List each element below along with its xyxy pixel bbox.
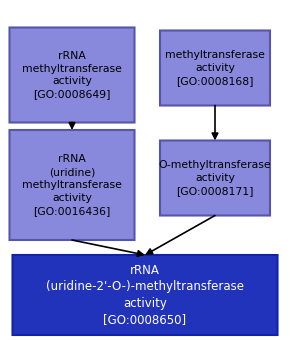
FancyBboxPatch shape: [12, 255, 278, 335]
Text: rRNA
(uridine-2'-O-)-methyltransferase
activity
[GO:0008650]: rRNA (uridine-2'-O-)-methyltransferase a…: [46, 264, 244, 326]
Text: rRNA
(uridine)
methyltransferase
activity
[GO:0016436]: rRNA (uridine) methyltransferase activit…: [22, 154, 122, 216]
FancyBboxPatch shape: [160, 140, 270, 216]
Text: rRNA
methyltransferase
activity
[GO:0008649]: rRNA methyltransferase activity [GO:0008…: [22, 51, 122, 99]
FancyBboxPatch shape: [160, 31, 270, 105]
Text: O-methyltransferase
activity
[GO:0008171]: O-methyltransferase activity [GO:0008171…: [159, 160, 271, 196]
FancyBboxPatch shape: [10, 130, 135, 240]
FancyBboxPatch shape: [10, 28, 135, 122]
Text: methyltransferase
activity
[GO:0008168]: methyltransferase activity [GO:0008168]: [165, 50, 265, 86]
